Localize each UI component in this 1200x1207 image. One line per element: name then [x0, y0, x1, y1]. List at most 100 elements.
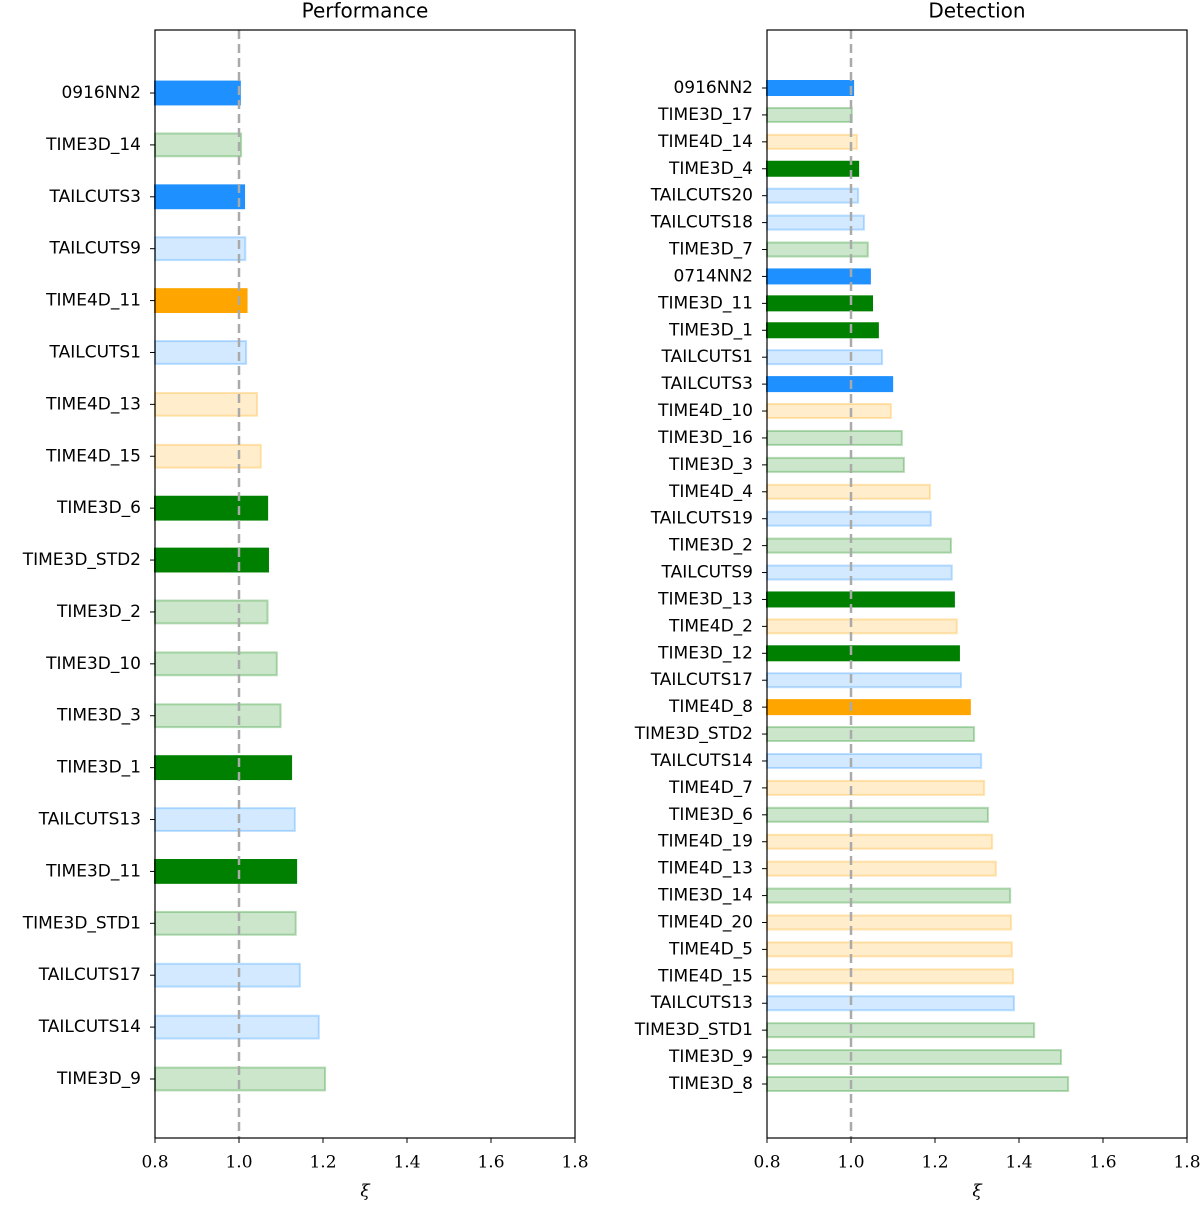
- bar: [154, 910, 297, 936]
- bar: [154, 755, 293, 781]
- x-tick-label: 1.6: [1089, 1153, 1116, 1173]
- bar: [766, 322, 879, 339]
- y-tick-label: TIME3D_14: [45, 135, 141, 155]
- y-tick-label: TIME4D_7: [668, 778, 753, 798]
- bar: [154, 80, 241, 106]
- y-tick-label: TIME3D_10: [45, 654, 141, 674]
- y-tick-label: TAILCUTS3: [49, 187, 141, 207]
- y-tick-label: TIME4D_19: [657, 832, 753, 852]
- bar: [766, 699, 971, 716]
- x-tick-label: 1.4: [393, 1153, 420, 1173]
- y-tick-label: TIME3D_9: [668, 1047, 753, 1067]
- y-tick-label: TAILCUTS14: [650, 751, 753, 771]
- bar: [766, 403, 892, 420]
- x-tick-label: 1.8: [1173, 1153, 1200, 1173]
- y-tick-label: TIME3D_11: [657, 293, 753, 313]
- y-tick-label: TAILCUTS20: [650, 186, 753, 206]
- y-tick-label: TAILCUTS14: [38, 1017, 141, 1037]
- x-tick-label: 1.0: [225, 1153, 252, 1173]
- bar: [766, 860, 997, 877]
- y-tick-label: TIME4D_11: [45, 291, 141, 311]
- y-tick-label: TIME4D_15: [657, 966, 753, 986]
- x-tick-label: 1.4: [1005, 1153, 1032, 1173]
- y-tick-label: TAILCUTS19: [650, 509, 753, 529]
- y-tick-label: TIME3D_STD1: [634, 1020, 753, 1040]
- bar: [766, 376, 894, 393]
- plot-frame: [154, 29, 576, 1139]
- y-tick-label: TIME4D_14: [657, 132, 753, 152]
- y-tick-label: TIME3D_1: [668, 320, 753, 340]
- y-tick-label: 0714NN2: [673, 266, 753, 286]
- bar: [766, 160, 860, 177]
- y-tick-label: TIME3D_7: [668, 240, 753, 260]
- y-tick-label: TIME3D_2: [668, 536, 753, 556]
- x-tick-label: 0.8: [753, 1153, 780, 1173]
- bar: [766, 1022, 1036, 1039]
- x-tick-label: 1.0: [837, 1153, 864, 1173]
- bar: [154, 599, 269, 625]
- y-tick-label: TIME3D_11: [45, 861, 141, 881]
- bar: [766, 456, 905, 473]
- bar: [766, 645, 960, 662]
- bar: [154, 962, 301, 988]
- bar: [766, 618, 958, 635]
- bar: [154, 703, 282, 729]
- y-tick-label: TIME3D_3: [56, 706, 141, 726]
- y-tick-label: TIME3D_12: [657, 643, 753, 663]
- x-tick-label: 0.8: [141, 1153, 168, 1173]
- bar: [766, 295, 873, 312]
- bar: [154, 859, 298, 884]
- y-tick-label: TAILCUTS13: [650, 993, 753, 1013]
- bar: [154, 391, 259, 417]
- bar: [766, 268, 871, 285]
- y-tick-label: TAILCUTS18: [650, 213, 753, 233]
- y-tick-label: TAILCUTS9: [661, 563, 753, 583]
- bar: [766, 510, 932, 527]
- y-tick-label: TAILCUTS1: [49, 342, 141, 362]
- bar: [766, 806, 989, 823]
- y-tick-label: TIME4D_2: [668, 616, 753, 636]
- bar: [766, 726, 976, 743]
- x-tick-label: 1.2: [921, 1153, 948, 1173]
- bar: [766, 1076, 1070, 1092]
- y-tick-label: TAILCUTS13: [38, 810, 141, 830]
- y-tick-label: TAILCUTS1: [661, 347, 753, 367]
- y-tick-label: TIME3D_STD2: [22, 550, 141, 570]
- bar: [154, 443, 262, 469]
- bar: [766, 672, 963, 689]
- y-tick-label: TAILCUTS17: [38, 965, 141, 985]
- x-tick-label: 1.8: [561, 1153, 588, 1173]
- y-tick-label: TIME4D_10: [657, 401, 753, 421]
- bar: [766, 214, 866, 231]
- bar: [154, 184, 246, 210]
- y-tick-label: 0916NN2: [61, 83, 141, 103]
- bar: [154, 495, 269, 521]
- y-tick-label: TIME3D_9: [56, 1069, 141, 1089]
- bar: [154, 651, 278, 677]
- panel-title: Detection: [928, 0, 1025, 23]
- x-tick-label: 1.6: [477, 1153, 504, 1173]
- bar: [766, 564, 953, 581]
- bar: [766, 887, 1012, 904]
- x-tick-label: 1.2: [309, 1153, 336, 1173]
- y-tick-label: TIME4D_15: [45, 446, 141, 466]
- x-axis-label: ξ: [360, 1182, 371, 1202]
- y-tick-label: TIME4D_5: [668, 939, 753, 959]
- y-tick-label: TIME3D_3: [668, 455, 753, 475]
- bar: [154, 132, 243, 158]
- bar: [154, 236, 247, 262]
- bar: [766, 241, 869, 258]
- bar: [766, 752, 983, 769]
- y-tick-label: 0916NN2: [673, 78, 753, 98]
- bar: [766, 80, 855, 96]
- y-tick-label: TIME3D_14: [657, 886, 753, 906]
- y-tick-label: TIME3D_STD2: [634, 724, 753, 744]
- y-tick-label: TAILCUTS9: [49, 239, 141, 259]
- bar: [766, 833, 994, 850]
- y-tick-label: TIME4D_20: [657, 912, 753, 932]
- y-tick-label: TIME4D_13: [657, 859, 753, 879]
- bar: [766, 429, 903, 446]
- y-tick-label: TIME4D_4: [668, 482, 753, 502]
- bar: [154, 807, 296, 832]
- bar: [766, 349, 884, 366]
